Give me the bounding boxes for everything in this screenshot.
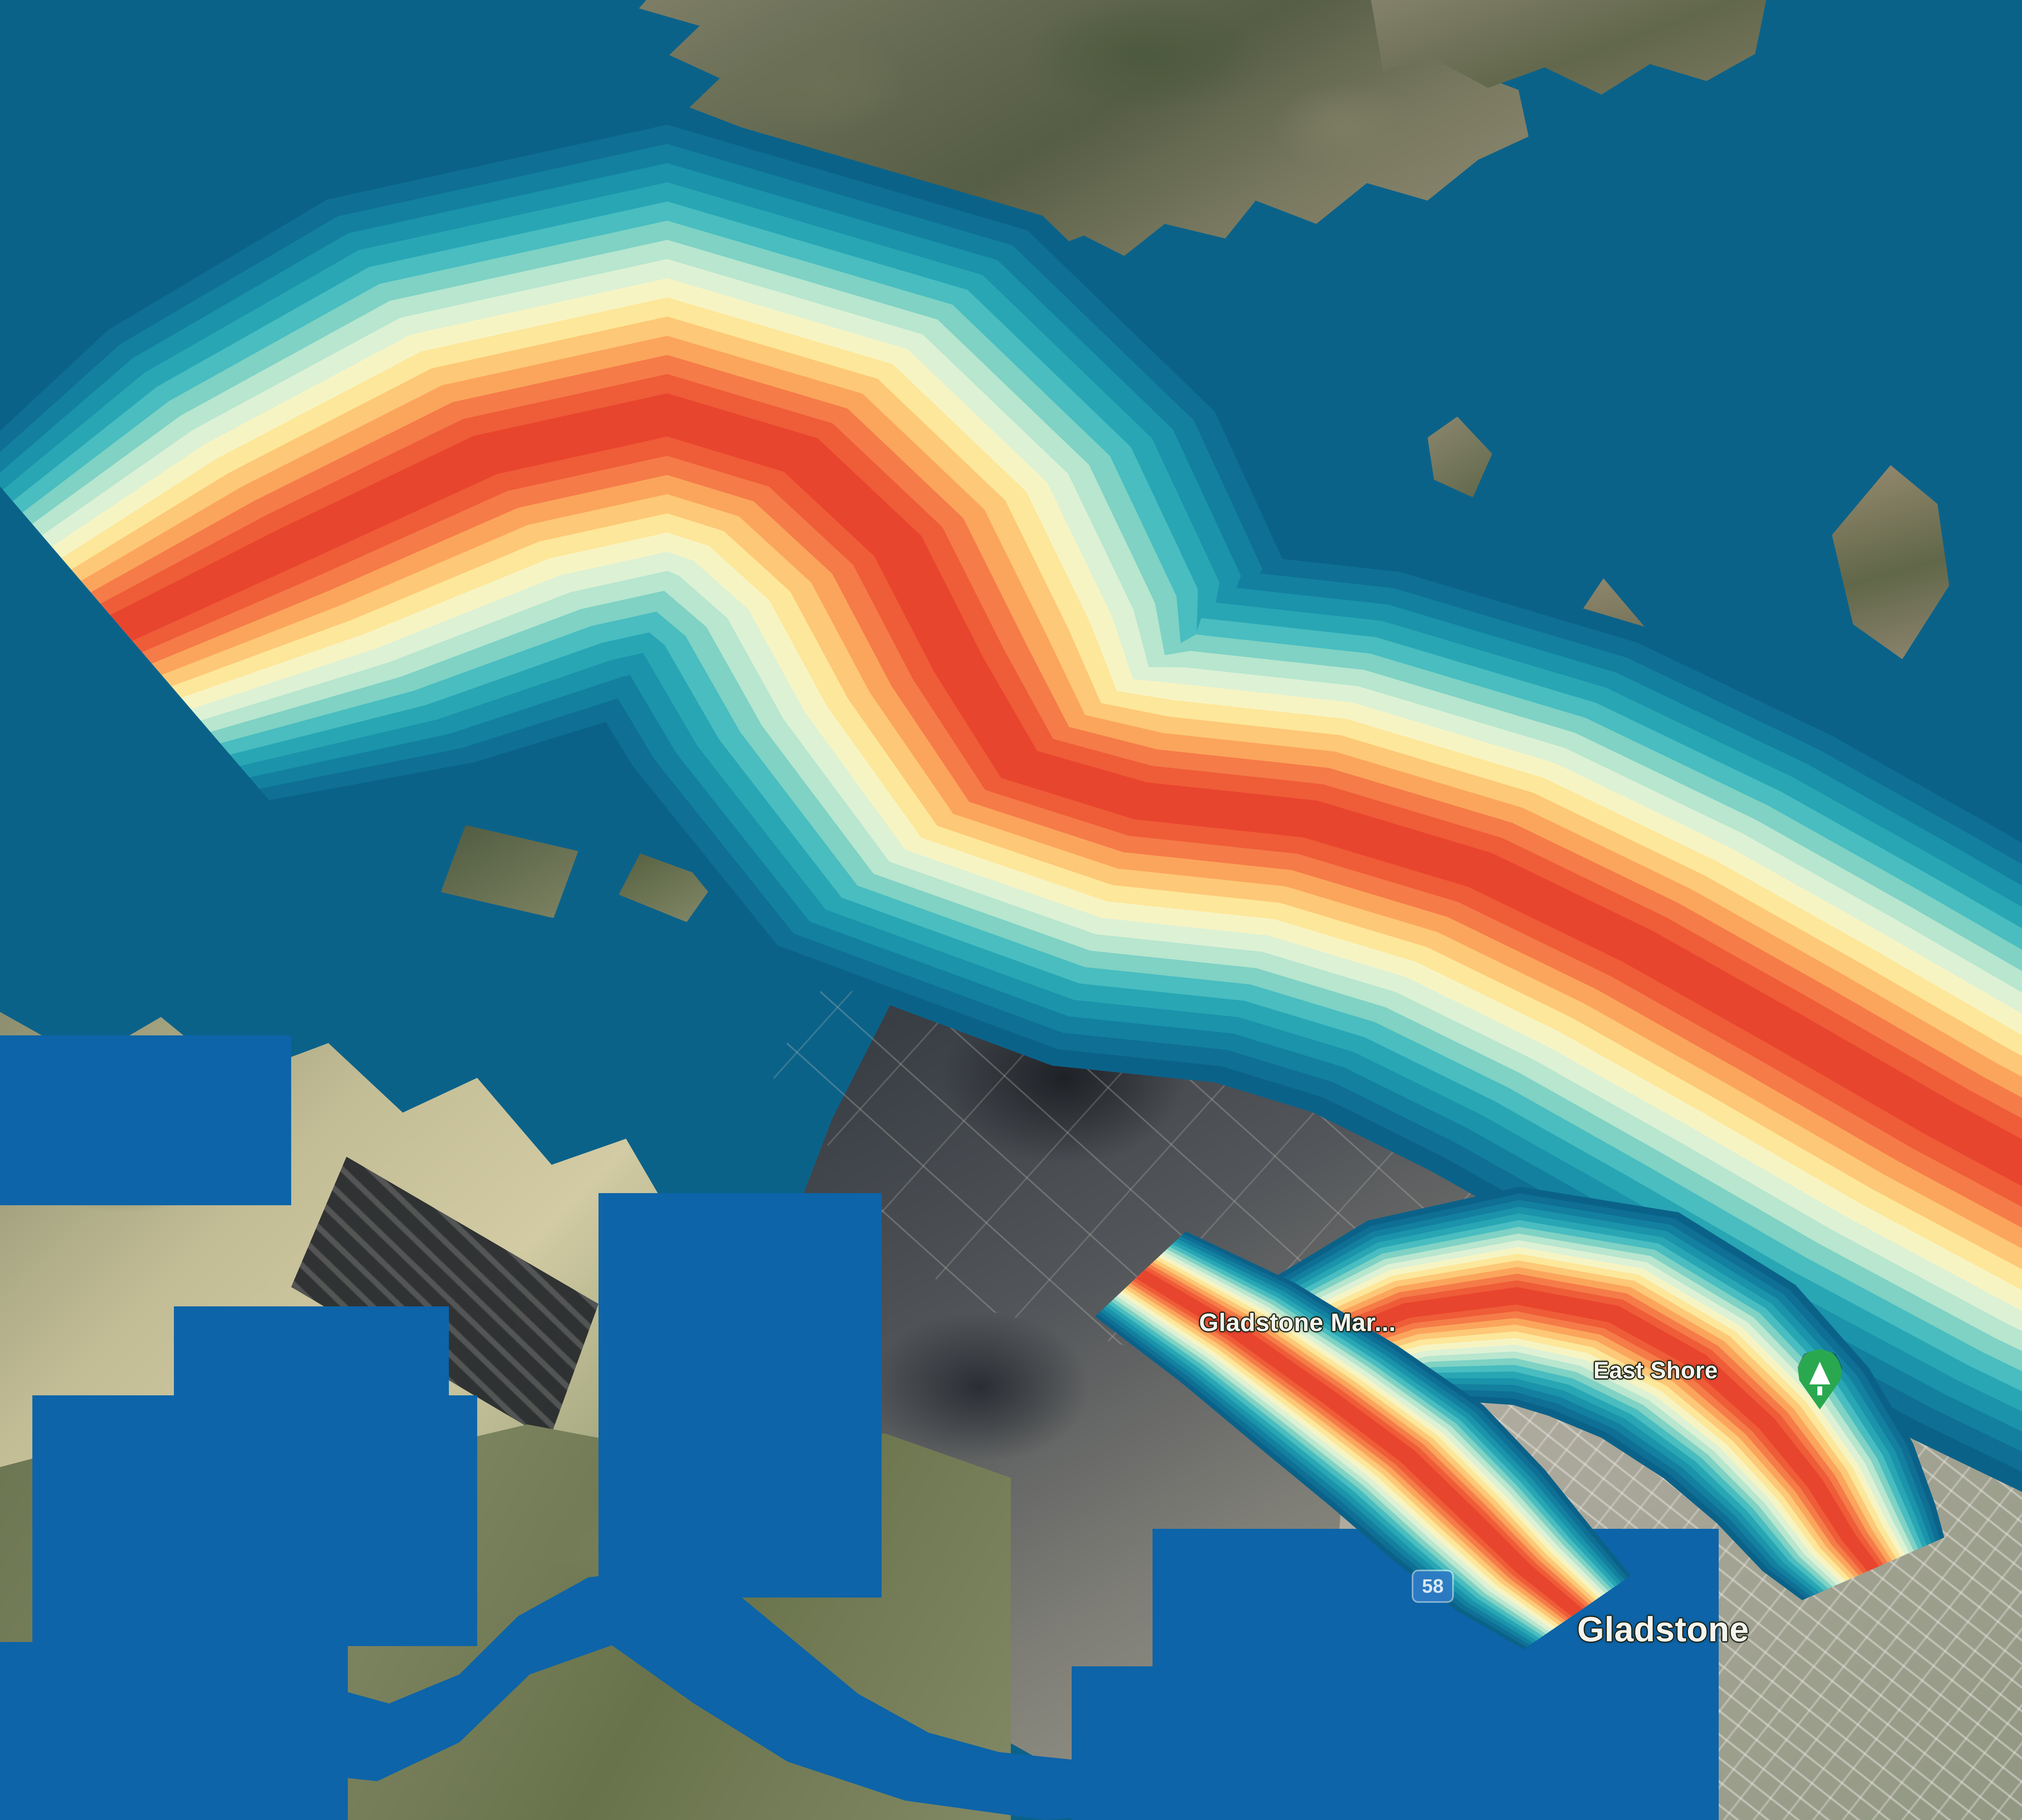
park-tree-trunk-icon (1817, 1386, 1822, 1395)
creek-southeast (1072, 1666, 1436, 1820)
harbour-channel-west (599, 1193, 882, 1598)
map-label-gladstone: Gladstone (1577, 1610, 1749, 1649)
park-poi-marker[interactable] (1798, 1349, 1842, 1409)
water-inlet-northwest (0, 1035, 291, 1205)
route-shield-58[interactable]: 58 (1413, 1571, 1452, 1601)
river-southwest-delta (0, 1642, 348, 1820)
map-label-east-shore: East Shore (1593, 1357, 1718, 1384)
park-tree-icon (1809, 1362, 1830, 1384)
map-label-gladstone-marina: Gladstone Mar... (1199, 1309, 1396, 1337)
